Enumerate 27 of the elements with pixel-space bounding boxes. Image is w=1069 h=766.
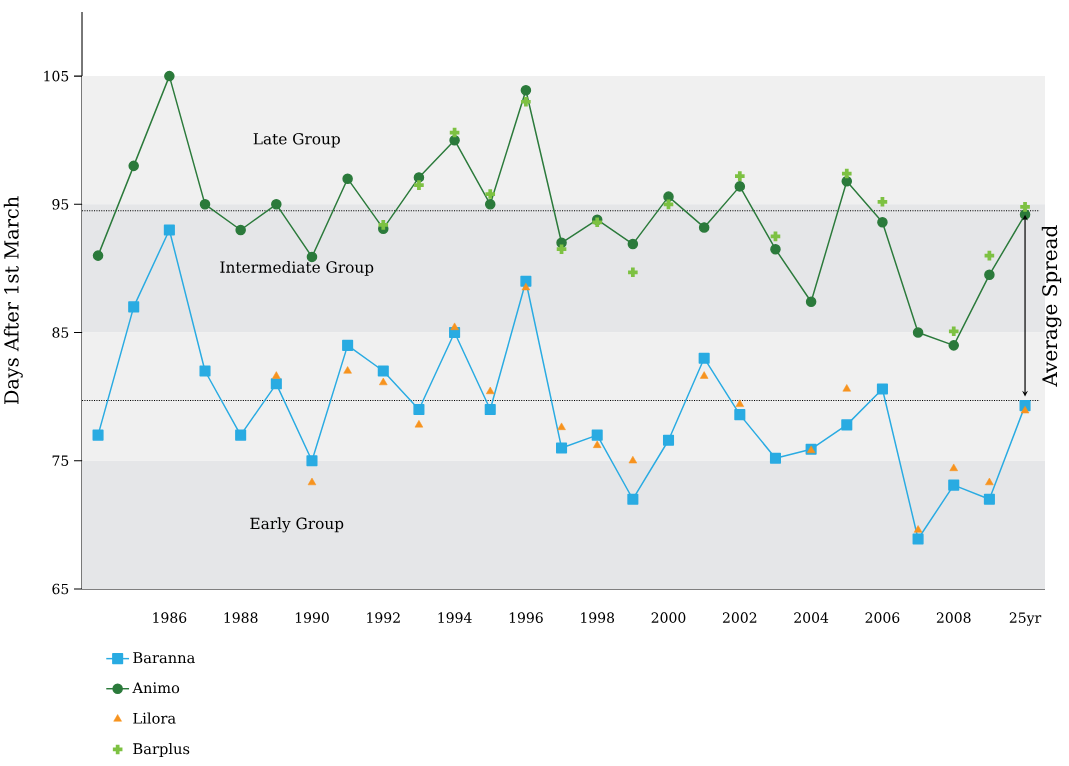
legend-label: Animo: [132, 682, 180, 694]
x-tick-label: 2000: [651, 612, 686, 623]
x-tick-label: 1998: [581, 612, 615, 623]
y-tick-label: 95: [52, 199, 69, 210]
y-axis-title: Days After 1st March: [3, 196, 23, 405]
x-tick-label: 2004: [794, 612, 829, 623]
x-tick-label: 1988: [224, 612, 258, 623]
band-label: Early Group: [250, 517, 344, 533]
x-tick-label: 1994: [438, 612, 472, 623]
x-tick-label: 2008: [936, 612, 971, 623]
band-label: Late Group: [253, 132, 340, 148]
band-label: Intermediate Group: [220, 261, 374, 276]
x-tick-label: 1990: [295, 612, 329, 623]
x-tick-label: 1986: [153, 612, 187, 623]
legend-label: Lilora: [133, 712, 176, 724]
annotation: Average Spread: [1041, 225, 1062, 387]
y-tick-label: 105: [44, 70, 69, 82]
y-tick-label: 85: [52, 327, 69, 338]
x-tick-label: 2006: [865, 612, 900, 623]
y-tick-label: 65: [52, 583, 69, 595]
legend-label: Baranna: [133, 652, 195, 664]
x-tick-label: 25yr: [1009, 612, 1042, 626]
legend-label: Barplus: [133, 742, 190, 758]
x-tick-label: 1992: [367, 612, 400, 623]
y-tick-label: 75: [52, 455, 69, 466]
x-tick-label: 1996: [509, 612, 543, 623]
x-tick-label: 2002: [722, 612, 757, 623]
